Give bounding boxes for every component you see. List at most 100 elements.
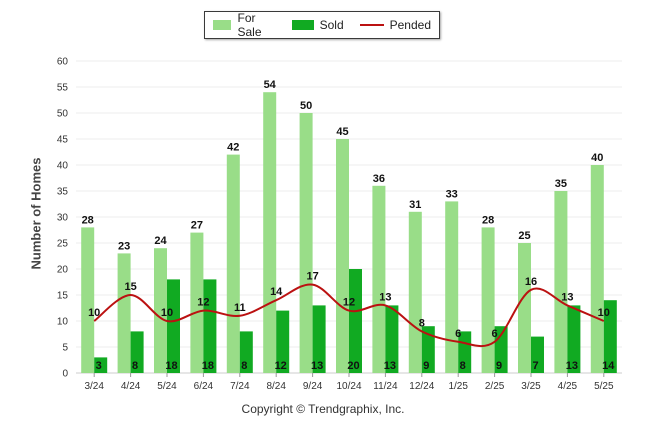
bar-for-sale	[372, 185, 386, 373]
legend-swatch-pended	[359, 24, 384, 26]
legend-item-sold[interactable]: Sold	[291, 18, 344, 32]
x-axis-ticks: 3/24 4/24 5/24 6/24 7/24 8/24 9/24 10/24 11/24 12…	[84, 373, 614, 392]
y-tick-label: 10	[57, 317, 69, 328]
x-tick-label: 10/24	[336, 381, 361, 392]
x-tick-label: 11/24	[373, 381, 398, 392]
label-for-sale: 24	[154, 235, 167, 247]
label-for-sale: 50	[300, 100, 312, 112]
label-sold: 9	[496, 360, 502, 372]
bar-for-sale	[590, 165, 604, 373]
label-sold: 18	[202, 360, 214, 372]
label-sold: 8	[241, 360, 247, 372]
legend-swatch-for-sale	[213, 20, 232, 30]
label-for-sale: 36	[373, 173, 385, 185]
label-pended: 10	[598, 307, 610, 319]
legend-item-for-sale[interactable]: For Sale	[213, 11, 276, 39]
label-pended: 17	[306, 271, 318, 283]
label-for-sale: 33	[446, 188, 458, 200]
label-sold: 7	[532, 360, 538, 372]
label-pended: 15	[124, 281, 136, 293]
label-pended: 13	[379, 291, 391, 303]
pended-line	[93, 283, 605, 348]
bar-for-sale	[81, 227, 95, 373]
label-pended: 8	[419, 317, 425, 329]
bar-for-sale	[190, 232, 204, 373]
x-tick-label: 8/24	[266, 381, 286, 392]
label-sold: 14	[602, 360, 615, 372]
label-for-sale: 28	[482, 214, 494, 226]
label-pended: 13	[561, 291, 573, 303]
y-tick-label: 20	[57, 265, 69, 276]
label-pended: 14	[270, 286, 283, 298]
x-tick-label: 5/25	[594, 381, 614, 392]
bar-for-sale	[481, 227, 495, 373]
label-sold: 9	[423, 360, 429, 372]
bar-sold	[567, 305, 581, 373]
y-axis-ticks: 0 5 10 15 20 25 30 35 40 45 50 55 60	[57, 57, 69, 380]
label-for-sale: 28	[82, 214, 94, 226]
legend-label-pended: Pended	[389, 18, 431, 32]
bar-sold	[130, 331, 144, 373]
bar-for-sale	[117, 253, 131, 373]
bar-for-sale	[154, 248, 167, 373]
bar-for-sale	[336, 139, 349, 373]
legend-item-pended[interactable]: Pended	[359, 18, 431, 32]
bars	[81, 92, 617, 373]
y-tick-label: 5	[62, 343, 68, 354]
copyright: Copyright © Trendgraphix, Inc.	[241, 402, 405, 416]
bar-for-sale	[226, 154, 240, 373]
x-tick-label: 4/25	[558, 381, 578, 392]
legend-swatch-sold	[291, 20, 314, 30]
bar-sold	[312, 305, 326, 373]
bar-sold	[385, 305, 399, 373]
label-for-sale: 31	[409, 199, 421, 211]
label-for-sale: 54	[264, 79, 277, 91]
label-sold: 13	[311, 360, 323, 372]
label-pended: 11	[234, 302, 246, 314]
legend-label-sold: Sold	[319, 18, 344, 32]
x-tick-label: 12/24	[409, 381, 434, 392]
label-sold: 13	[566, 360, 578, 372]
label-pended: 10	[88, 307, 100, 319]
label-for-sale: 27	[191, 220, 203, 232]
x-tick-label: 9/24	[303, 381, 323, 392]
label-pended: 6	[492, 328, 498, 340]
y-tick-label: 15	[57, 291, 69, 302]
y-tick-label: 25	[57, 239, 69, 250]
x-tick-label: 2/25	[485, 381, 505, 392]
x-tick-label: 4/24	[121, 381, 141, 392]
x-tick-label: 1/25	[448, 381, 468, 392]
y-tick-label: 35	[57, 187, 69, 198]
legend-label-for-sale: For Sale	[237, 11, 262, 39]
label-pended: 12	[343, 297, 355, 309]
label-pended: 10	[161, 307, 173, 319]
bar-for-sale	[518, 243, 531, 373]
label-for-sale: 42	[227, 142, 239, 154]
bar-sold	[421, 326, 435, 373]
label-pended: 12	[197, 297, 209, 309]
y-axis-label: Number of Homes	[28, 157, 44, 270]
bar-for-sale	[408, 211, 422, 373]
label-sold: 8	[132, 360, 138, 372]
y-tick-label: 60	[57, 57, 69, 68]
label-sold: 20	[347, 360, 359, 372]
bar-sold	[239, 331, 253, 373]
bar-sold	[94, 357, 108, 373]
legend: For Sale Sold Pended	[204, 11, 440, 39]
label-sold: 18	[165, 360, 177, 372]
bar-for-sale	[299, 113, 313, 373]
bar-for-sale	[445, 201, 459, 373]
bar-sold	[167, 279, 180, 373]
label-sold: 13	[384, 360, 396, 372]
label-sold: 8	[460, 360, 466, 372]
label-sold: 12	[275, 360, 287, 372]
label-for-sale: 40	[591, 152, 603, 164]
bar-for-sale	[263, 92, 277, 373]
x-tick-label: 5/24	[157, 381, 177, 392]
label-sold: 3	[96, 360, 102, 372]
x-tick-label: 3/24	[84, 381, 104, 392]
label-for-sale: 25	[518, 230, 530, 242]
label-for-sale: 45	[336, 126, 348, 138]
bar-sold	[203, 279, 217, 373]
